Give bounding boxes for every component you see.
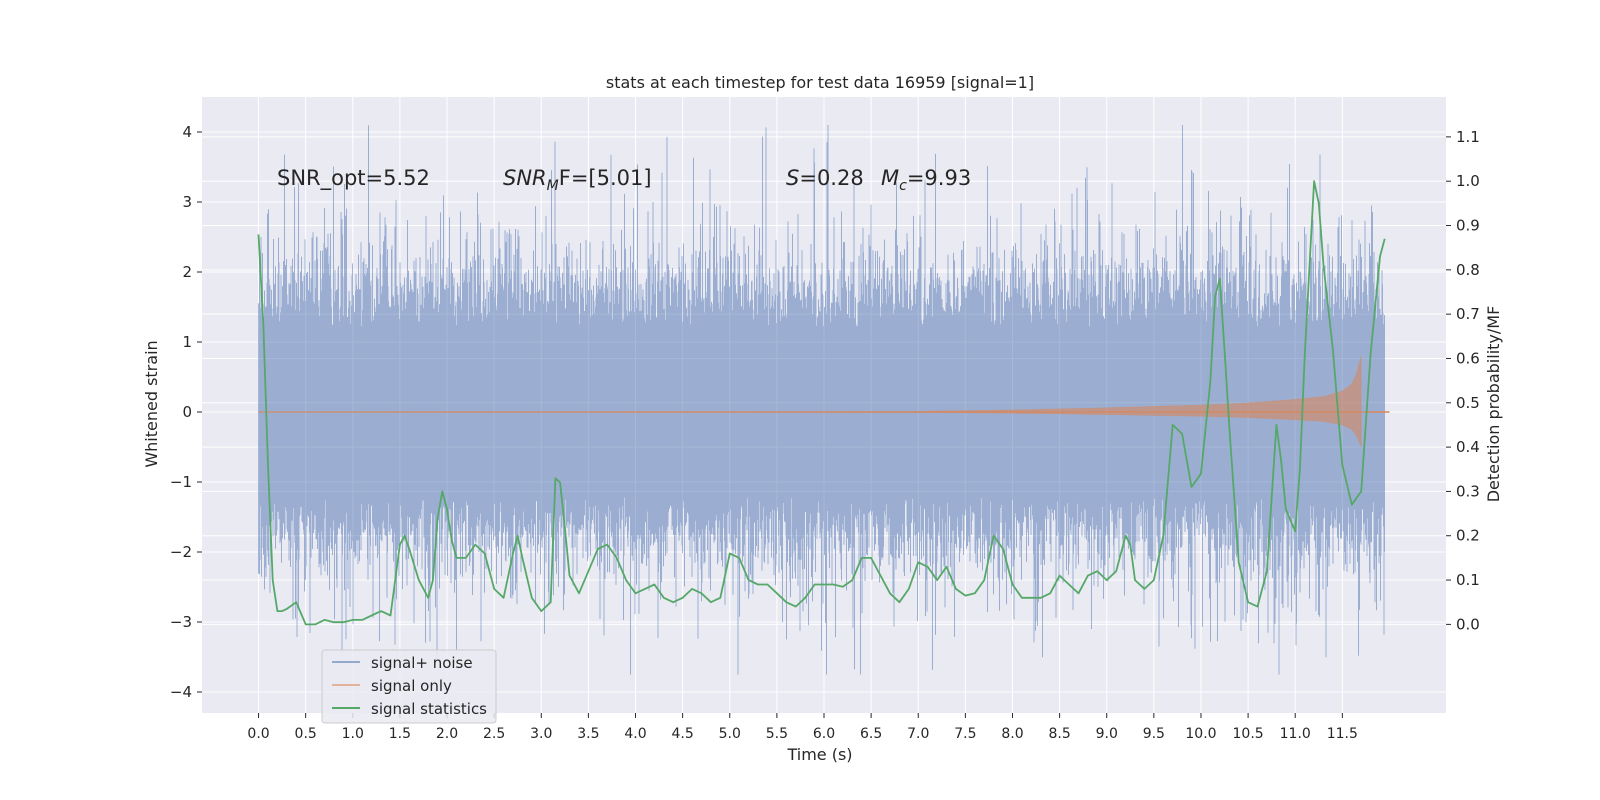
y-right-tick-label: 0.3 [1456, 482, 1480, 500]
signal-envelope [258, 355, 1362, 447]
x-tick-label: 5.0 [719, 726, 741, 742]
y-right-tick-label: 0.5 [1456, 394, 1480, 412]
y-left-tick-label: −1 [170, 473, 192, 491]
s-annotation: S=0.28 [786, 166, 864, 190]
y-right-tick-label: 0.6 [1456, 349, 1480, 367]
y-right-tick-label: 0.4 [1456, 438, 1480, 456]
signal-noise-trace [258, 125, 1385, 675]
y-right-tick-label: 1.0 [1456, 172, 1480, 190]
x-tick-label: 1.5 [389, 726, 411, 742]
x-tick-label: 7.5 [954, 726, 976, 742]
x-tick-label: 7.0 [907, 726, 929, 742]
y-left-axis-label: Whitened strain [142, 340, 161, 467]
snr-mf-value: F=[5.01] [559, 166, 652, 190]
y-left-tick-label: 1 [182, 333, 192, 351]
x-tick-label: 3.5 [577, 726, 599, 742]
x-tick-label: 4.5 [672, 726, 694, 742]
x-tick-label: 8.0 [1001, 726, 1023, 742]
x-tick-label: 10.0 [1185, 726, 1216, 742]
legend-label-signal: signal only [371, 677, 452, 695]
snr-mf-annotation: SNRMF=[5.01] [503, 166, 652, 194]
y-left-tick-label: −3 [170, 613, 192, 631]
y-right-tick-label: 0.7 [1456, 305, 1480, 323]
legend: signal+ noise signal only signal statist… [321, 649, 497, 724]
x-axis-ticks: 0.0 0.5 1.0 1.5 2.0 2.5 3.0 3.5 4.0 4.5 5.0 5.5 6.0 6… [247, 713, 1358, 742]
x-axis-label: Time (s) [786, 745, 852, 764]
y-right-tick-label: 0.0 [1456, 615, 1480, 633]
x-tick-label: 3.0 [530, 726, 552, 742]
x-tick-label: 9.5 [1143, 726, 1165, 742]
legend-label-noise: signal+ noise [371, 654, 473, 672]
y-right-tick-label: 0.8 [1456, 261, 1480, 279]
mc-subscript: c [899, 178, 907, 194]
x-tick-label: 2.5 [483, 726, 505, 742]
s-value: =0.28 [799, 166, 863, 190]
y-left-tick-label: −4 [170, 683, 192, 701]
signal-statistics-line [257, 180, 1386, 626]
annotations: SNR_opt=5.52 SNRMF=[5.01] S=0.28 Mc=9.93 [277, 166, 971, 194]
x-tick-label: 11.5 [1327, 726, 1358, 742]
y-right-tick-label: 0.9 [1456, 217, 1480, 235]
y-left-tick-label: 2 [182, 263, 192, 281]
legend-frame [321, 649, 497, 724]
x-tick-label: 10.5 [1233, 726, 1264, 742]
x-tick-label: 0.0 [247, 726, 269, 742]
legend-label-statistics: signal statistics [371, 700, 487, 718]
mc-name: M [881, 166, 899, 190]
x-tick-label: 8.5 [1048, 726, 1070, 742]
mc-annotation: Mc=9.93 [881, 166, 971, 194]
snr-mf-subscript: M [547, 178, 559, 194]
axes: 0.0 0.5 1.0 1.5 2.0 2.5 3.0 3.5 4.0 4.5 5.0 5.5 6.0 6… [170, 97, 1480, 742]
y-left-tick-label: 4 [182, 123, 192, 141]
x-tick-label: 6.0 [813, 726, 835, 742]
y-right-axis-label: Detection probability/MF [1484, 306, 1503, 503]
y-right-tick-label: 1.1 [1456, 128, 1480, 146]
y-right-axis-ticks: 0.0 0.1 0.2 0.3 0.4 0.5 0.6 0.7 0.8 0.9 1.0 1.1 [1446, 128, 1480, 633]
y-right-tick-label: 0.2 [1456, 527, 1480, 545]
mc-value: =9.93 [907, 166, 971, 190]
y-left-axis-ticks: −4 −3 −2 −1 0 1 2 3 4 [170, 123, 202, 701]
snr-opt-annotation: SNR_opt=5.52 [277, 166, 430, 191]
y-left-tick-label: 3 [182, 193, 192, 211]
x-tick-label: 0.5 [295, 726, 317, 742]
x-tick-label: 11.0 [1280, 726, 1311, 742]
x-tick-label: 1.0 [342, 726, 364, 742]
y-left-tick-label: 0 [182, 403, 192, 421]
x-tick-label: 5.5 [766, 726, 788, 742]
y-right-tick-label: 0.1 [1456, 571, 1480, 589]
signal-noise-series [258, 125, 1385, 675]
x-tick-label: 9.0 [1096, 726, 1118, 742]
chart-title: stats at each timestep for test data 169… [606, 73, 1034, 92]
x-tick-label: 4.0 [624, 726, 646, 742]
x-tick-label: 2.0 [436, 726, 458, 742]
x-tick-label: 6.5 [860, 726, 882, 742]
y-left-tick-label: −2 [170, 543, 192, 561]
signal-statistics-series [257, 180, 1386, 626]
s-name: S [786, 166, 799, 190]
snr-mf-name: SNR [503, 166, 547, 190]
